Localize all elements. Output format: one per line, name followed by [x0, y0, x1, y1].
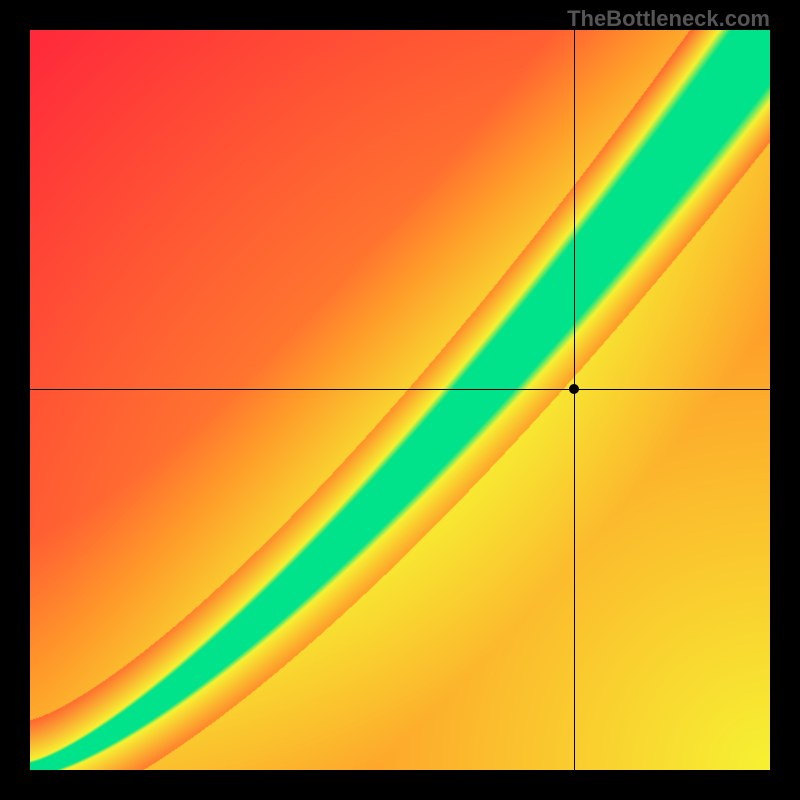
heatmap-canvas — [30, 30, 770, 770]
bottleneck-heatmap — [30, 30, 770, 770]
crosshair-horizontal — [30, 389, 770, 390]
marker-dot — [569, 384, 579, 394]
crosshair-vertical — [574, 30, 575, 770]
watermark-text: TheBottleneck.com — [567, 6, 770, 32]
